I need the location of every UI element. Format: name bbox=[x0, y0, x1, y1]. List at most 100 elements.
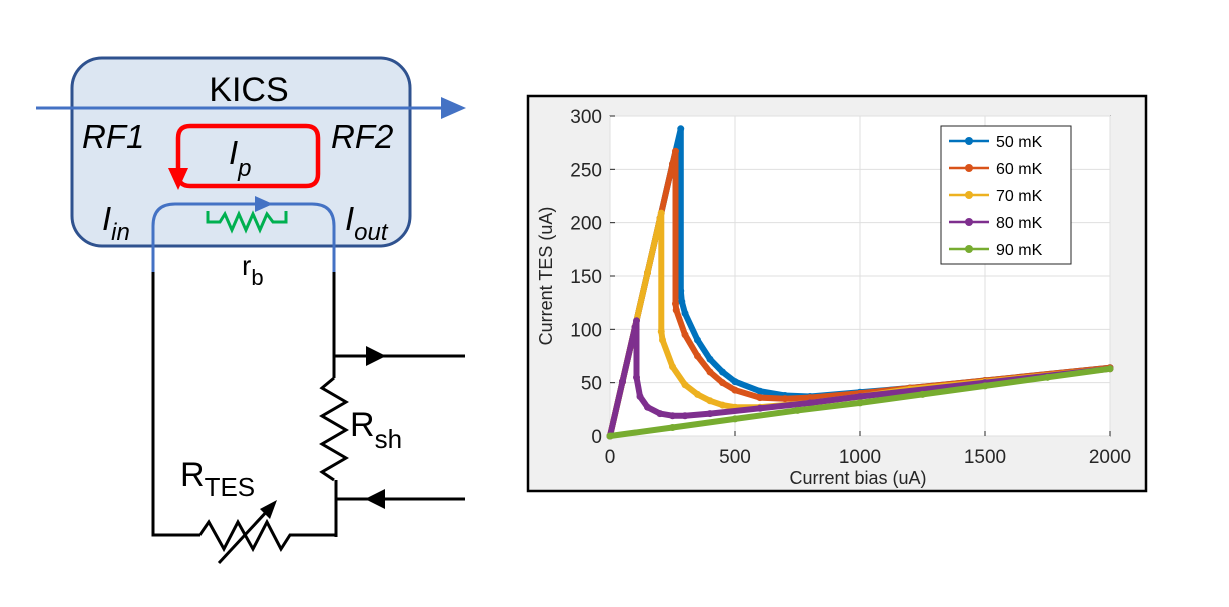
data-point bbox=[672, 306, 680, 314]
shunt-resistor-main: R bbox=[350, 406, 375, 444]
rb-resistor bbox=[206, 210, 288, 234]
data-point bbox=[669, 412, 676, 420]
y-tick-label: 100 bbox=[570, 320, 602, 341]
tes-resistor bbox=[198, 518, 336, 553]
data-point bbox=[644, 403, 651, 411]
data-point bbox=[719, 401, 726, 409]
data-point bbox=[633, 317, 640, 325]
data-point bbox=[856, 393, 864, 401]
x-tick-label: 1000 bbox=[839, 447, 881, 468]
y-tick-label: 50 bbox=[581, 374, 602, 395]
data-point bbox=[806, 394, 814, 402]
tes-resistor-main: R bbox=[180, 456, 205, 494]
data-point bbox=[656, 410, 664, 418]
x-tick-label: 500 bbox=[719, 447, 751, 468]
data-point bbox=[677, 287, 685, 295]
data-point bbox=[669, 363, 676, 371]
data-point bbox=[656, 214, 664, 222]
data-point bbox=[981, 382, 989, 390]
legend-marker-80-mk bbox=[965, 218, 973, 226]
y-tick-label: 0 bbox=[591, 427, 602, 448]
kics-block bbox=[70, 56, 412, 248]
pump-current-loop bbox=[175, 123, 321, 189]
data-point bbox=[756, 404, 764, 412]
data-point bbox=[731, 415, 739, 423]
data-point bbox=[657, 327, 665, 335]
signal-path-arrow bbox=[255, 196, 273, 212]
bias-lead-top-arrow bbox=[366, 346, 386, 366]
tes-resistor-label: RTES bbox=[180, 456, 255, 502]
y-tick-label: 150 bbox=[570, 267, 602, 288]
legend-marker-60-mk bbox=[965, 164, 973, 172]
data-point bbox=[678, 298, 686, 306]
data-point bbox=[606, 432, 614, 440]
data-point bbox=[694, 336, 701, 344]
bias-resistor-main: r bbox=[242, 250, 251, 281]
data-point bbox=[781, 395, 789, 403]
legend-label-60-mk: 60 mK bbox=[996, 161, 1043, 178]
data-point bbox=[919, 390, 926, 398]
data-point bbox=[669, 160, 676, 168]
data-point bbox=[694, 352, 701, 360]
input-current-sub: in bbox=[111, 219, 130, 246]
data-point bbox=[659, 336, 666, 344]
iv-chart: 0 500 1000 1500 2000 0 50 100 150 200 250 300 Curre… bbox=[526, 94, 1148, 493]
data-point bbox=[1044, 373, 1051, 381]
tes-variable-arrowhead bbox=[260, 500, 277, 519]
data-point bbox=[1106, 365, 1114, 373]
pump-current-main: I bbox=[229, 134, 238, 171]
pump-current-arrow bbox=[168, 168, 188, 190]
data-point bbox=[731, 386, 739, 394]
data-point bbox=[719, 379, 726, 387]
data-point bbox=[731, 378, 739, 386]
data-point bbox=[706, 355, 714, 363]
tes-resistor-sub: TES bbox=[205, 472, 256, 502]
bias-resistor-sub: b bbox=[251, 265, 263, 290]
circuit-diagram: KICS RF1 RF2 Ip Iin Iout rb bbox=[36, 56, 466, 565]
tes-variable-arrow bbox=[217, 506, 272, 565]
data-point bbox=[681, 381, 689, 389]
shunt-resistor bbox=[319, 376, 349, 482]
data-point bbox=[706, 397, 714, 405]
y-axis-label: Current TES (uA) bbox=[536, 207, 556, 346]
data-point bbox=[672, 147, 679, 155]
data-point bbox=[636, 393, 644, 401]
y-tick-label: 200 bbox=[570, 214, 602, 235]
data-point bbox=[756, 394, 764, 402]
bias-resistor-label: rb bbox=[242, 250, 264, 290]
data-point bbox=[856, 399, 864, 407]
data-point bbox=[633, 373, 640, 381]
port-rf2-label: RF2 bbox=[331, 118, 393, 155]
pump-current-sub: p bbox=[237, 155, 251, 182]
data-point bbox=[694, 390, 701, 398]
y-tick-label: 250 bbox=[570, 160, 602, 181]
x-tick-label: 0 bbox=[605, 447, 616, 468]
input-current-label: Iin bbox=[102, 200, 130, 246]
data-point bbox=[681, 331, 689, 339]
output-current-label: Iout bbox=[345, 200, 389, 246]
data-point bbox=[631, 323, 639, 331]
data-point bbox=[657, 209, 665, 217]
input-current-main: I bbox=[102, 200, 111, 237]
chart-series bbox=[606, 125, 1114, 440]
series-90-mk bbox=[606, 365, 1114, 440]
bias-lead-bottom-arrow bbox=[365, 489, 385, 509]
data-point bbox=[619, 378, 626, 386]
kics-title: KICS bbox=[209, 71, 288, 109]
x-tick-label: 1500 bbox=[964, 447, 1006, 468]
shunt-resistor-label: Rsh bbox=[350, 406, 402, 454]
port-rf1-label: RF1 bbox=[82, 118, 144, 155]
data-point bbox=[806, 399, 814, 407]
pump-current-label: Ip bbox=[229, 134, 252, 182]
data-point bbox=[794, 406, 801, 414]
y-tick-label: 300 bbox=[570, 107, 602, 128]
output-current-main: I bbox=[345, 200, 354, 237]
shunt-resistor-sub: sh bbox=[375, 424, 402, 454]
output-current-sub: out bbox=[354, 219, 389, 246]
signal-path bbox=[151, 202, 336, 272]
chart-ticks: 0 500 1000 1500 2000 0 50 100 150 200 250 300 bbox=[570, 107, 1131, 468]
data-point bbox=[681, 309, 689, 317]
x-tick-label: 2000 bbox=[1089, 447, 1131, 468]
legend-marker-70-mk bbox=[965, 191, 973, 199]
legend-label-90-mk: 90 mK bbox=[996, 242, 1043, 259]
